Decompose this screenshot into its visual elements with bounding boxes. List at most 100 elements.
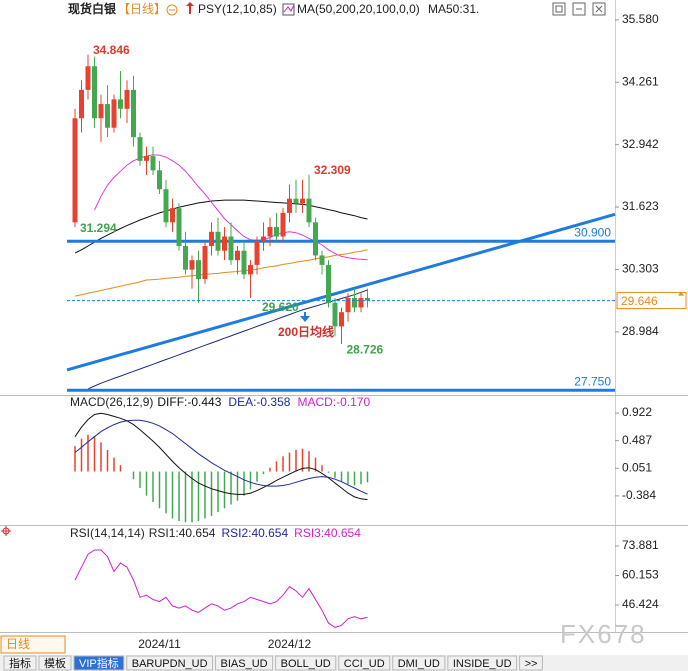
legend-entry: RSI1:40.654	[149, 526, 216, 540]
tab-label[interactable]: 模板	[44, 656, 66, 670]
y-tick-label: 35.580	[622, 12, 659, 26]
legend-entry: MACD:-0.170	[297, 395, 370, 409]
period[interactable]: 【日线】	[118, 2, 166, 16]
tab-label[interactable]: 指标	[9, 656, 31, 670]
candle-body	[176, 208, 182, 246]
candle-body	[79, 89, 84, 119]
trend-line	[66, 212, 616, 372]
x-tick-label: 2024/11	[138, 637, 181, 651]
candle-body	[339, 312, 344, 327]
candle-body	[222, 236, 227, 251]
tab[interactable]	[215, 655, 274, 671]
y-tick-label: 46.424	[622, 597, 659, 611]
tab[interactable]	[338, 655, 391, 671]
tab[interactable]	[447, 655, 518, 671]
candle-body	[261, 236, 266, 242]
y-tick-label: 0.051	[622, 460, 652, 474]
candle-body	[319, 255, 325, 265]
candle-body	[105, 104, 110, 128]
crosshair-icon[interactable]	[1, 526, 11, 536]
candle-body	[202, 245, 208, 280]
candle-body	[163, 189, 169, 223]
candle-body	[267, 227, 273, 237]
tab-label[interactable]: DMI_UD	[398, 658, 440, 670]
price-annotation: 34.846	[93, 43, 130, 57]
price-annotation: 29.620	[262, 300, 299, 314]
candle-body	[306, 198, 312, 223]
tab[interactable]	[392, 655, 446, 671]
rsi-line	[74, 549, 368, 628]
x-tick-label: 2024/12	[268, 637, 312, 651]
candle-body	[313, 222, 318, 256]
current-price-label: 29.646	[621, 294, 658, 308]
price-annotation: 32.309	[314, 163, 351, 177]
candle-body	[98, 104, 104, 119]
candle-body	[352, 298, 357, 308]
tab-label[interactable]: VIP指标	[79, 656, 119, 670]
candle-body	[157, 170, 162, 190]
candle-body	[72, 118, 78, 223]
candle-body	[235, 250, 240, 261]
tab-label[interactable]: BIAS_UD	[221, 658, 268, 670]
candle-body	[293, 198, 299, 204]
tab[interactable]	[3, 655, 37, 671]
current-price-arrow	[678, 291, 684, 296]
candle-body	[215, 231, 221, 251]
tab[interactable]	[38, 655, 72, 671]
candle-body	[345, 298, 351, 313]
candle-body	[228, 236, 234, 261]
legend-entry: RSI2:40.654	[221, 526, 288, 540]
tab-label[interactable]: BOLL_UD	[281, 658, 331, 670]
candle-body	[332, 302, 338, 327]
tab-label[interactable]: >>	[525, 658, 538, 670]
window-button-icon	[555, 5, 603, 13]
tab[interactable]	[126, 655, 214, 671]
legend-entry: DEA:-0.358	[228, 395, 290, 409]
candle-body	[300, 198, 305, 204]
note-arrow	[300, 312, 310, 322]
window-button[interactable]	[552, 2, 566, 16]
candle-body	[111, 99, 117, 128]
period-box-label: 日线	[6, 637, 30, 651]
tab[interactable]	[275, 655, 337, 671]
indicator-icon[interactable]	[186, 2, 194, 14]
candle-body	[85, 66, 91, 90]
y-tick-label: 0.487	[622, 433, 652, 447]
tab[interactable]	[73, 655, 125, 671]
collapse-icon[interactable]	[166, 4, 178, 16]
y-tick-label: 32.942	[622, 137, 659, 151]
y-tick-label: 60.153	[622, 568, 659, 582]
candle-body	[274, 227, 279, 237]
y-tick-label: 31.623	[622, 199, 659, 213]
moving-average	[87, 289, 368, 390]
candle-body	[124, 89, 130, 109]
indicator-title: MACD(26,12,9)	[70, 395, 153, 409]
y-tick-label: 28.984	[622, 324, 659, 338]
current-price-box	[616, 292, 687, 310]
tab-label[interactable]: INSIDE_UD	[453, 658, 512, 670]
legend-entry: DIFF:-0.443	[157, 395, 221, 409]
macd-line	[74, 412, 368, 501]
tab-label[interactable]: BARUPDN_UD	[132, 658, 208, 670]
candle-body	[137, 137, 143, 161]
tab-label[interactable]: CCI_UD	[344, 658, 385, 670]
price-annotation: 28.726	[347, 342, 384, 356]
ma-icon	[283, 4, 295, 13]
ma-icon[interactable]	[282, 3, 295, 16]
symbol: 现货白银	[68, 1, 117, 16]
candle-body	[92, 66, 97, 119]
y-tick-label: 0.922	[622, 405, 652, 419]
candle-body	[118, 99, 123, 109]
candle-body	[254, 241, 260, 265]
tab[interactable]	[519, 655, 543, 671]
level-label: 30.900	[574, 225, 611, 239]
ma-value: MA50:31.	[428, 2, 479, 16]
indicator-name: PSY(12,10,85)	[198, 2, 277, 16]
y-tick-label: 73.881	[622, 538, 659, 552]
candle-body	[358, 298, 364, 308]
period-box[interactable]	[0, 635, 66, 654]
watermark: FX678	[560, 619, 647, 649]
macd-line	[74, 419, 368, 495]
